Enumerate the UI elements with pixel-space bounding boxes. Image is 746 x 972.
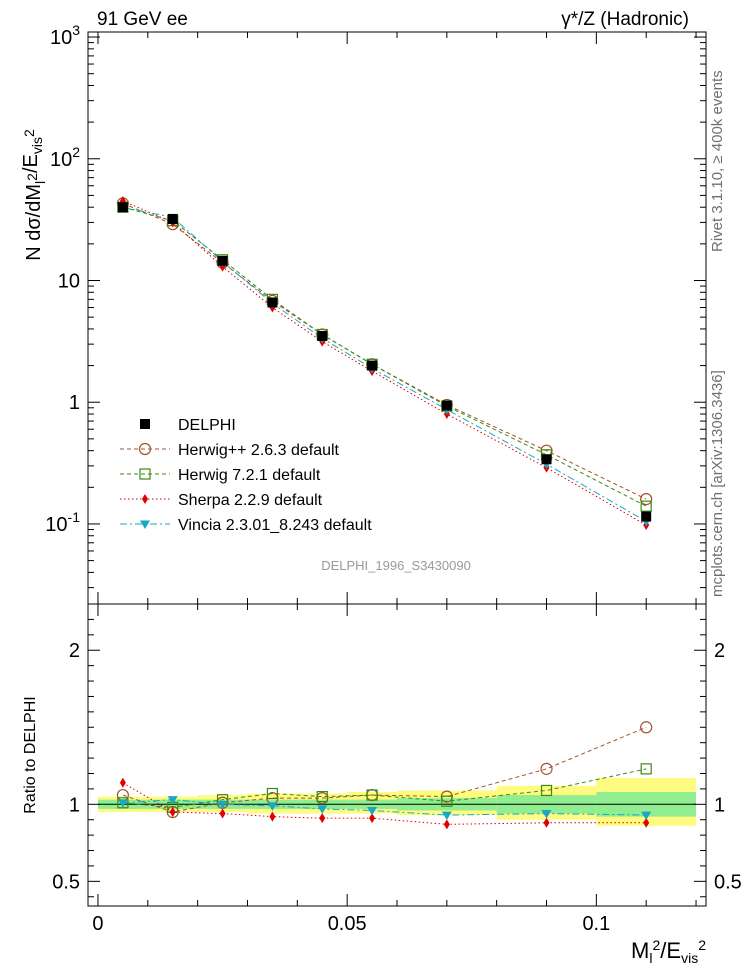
ratio-point [541,810,552,819]
ratio-point [643,817,650,828]
main-y-tick-label: 10-1 [45,509,80,536]
data-point [640,500,652,512]
legend-marker [140,419,150,429]
legend-marker [140,520,150,529]
data-point [317,330,328,341]
legend: DELPHI Herwig++ 2.6.3 default Herwig 7.2.1… [120,417,372,534]
series-line-2 [122,206,647,507]
data-point [441,400,452,411]
ratio-point [119,777,126,788]
x-axis-label: Ml2/Evis2 [631,937,706,966]
main-plot-area [116,195,653,531]
ratio-point [316,791,328,803]
ratio-axes: 0 0.05 0.1 0.5 0.5 1 1 2 2 [52,604,742,935]
main-y-tick-label: 10 [58,270,80,292]
ratio-y-tick-label-right: 0.5 [714,871,742,893]
main-y-tick-label: 103 [50,22,80,49]
ratio-y-tick-label: 2 [69,640,80,662]
ratio-line-0 [122,726,647,813]
series-line-3 [122,200,647,526]
legend-label: Herwig++ 2.6.3 default [178,442,340,459]
data-point [367,360,378,371]
ratio-y-tick-label: 1 [69,794,80,816]
ratio-point [640,763,652,775]
data-point [641,511,652,522]
ratio-point [267,802,278,811]
ratio-point [217,800,228,810]
data-point [217,255,228,266]
ratio-point [540,762,553,775]
header-left: 91 GeV ee [97,9,188,30]
y-axis-label-main: N dσ/dMl2/Evis2 [20,129,48,261]
x-tick-label: 0 [92,913,103,935]
legend-marker [142,494,148,504]
x-tick-label: 0.1 [582,913,610,935]
ratio-point [540,784,553,797]
ratio-y-tick-label: 0.5 [52,871,80,893]
header-right: γ*/Z (Hadronic) [561,9,689,30]
ratio-point [266,787,279,800]
ratio-point [169,807,176,818]
data-point [267,297,278,308]
ratio-point [366,789,378,801]
ratio-point [441,811,452,821]
data-point [117,202,128,213]
ratio-line-1 [122,768,647,808]
ratio-panel: 0 0.05 0.1 0.5 0.5 1 1 2 2 [52,603,742,935]
ratio-point [369,813,376,824]
legend-label: Sherpa 2.2.9 default [178,492,323,509]
ratio-point [269,811,276,822]
main-axes: 10-1 1 10 102 103 [45,22,706,604]
legend-marker [138,442,152,456]
ratio-frame [87,603,707,907]
ratio-point [167,796,178,805]
main-y-tick-label: 1 [69,392,80,414]
legend-label: Herwig 7.2.1 default [178,467,321,484]
ratio-point [640,721,653,734]
ratio-point [319,813,326,824]
data-point [541,454,552,465]
main-panel: 10-1 1 10 102 103 [45,22,707,605]
mcplots-label: mcplots.cern.ch [arXiv:1306.3436] [709,370,726,597]
data-point [167,214,178,225]
y-axis-label-ratio: Ratio to DELPHI [22,696,39,813]
legend-label: DELPHI [178,417,236,434]
analysis-id: DELPHI_1996_S3430090 [321,558,471,573]
ratio-y-tick-label-right: 2 [714,640,725,662]
ratio-y-tick-label-right: 1 [714,794,725,816]
ratio-point [543,817,550,828]
ratio-bands [97,778,697,826]
ratio-point [367,806,378,816]
ratio-point [219,808,226,819]
ratio-plot-area [116,721,653,830]
ratio-point [117,799,128,808]
ratio-point [441,795,453,807]
ratio-point [641,811,652,821]
ratio-point [443,819,450,830]
rivet-label: Rivet 3.1.10, ≥ 400k events [709,70,726,252]
main-y-tick-label: 102 [50,144,80,171]
legend-marker [139,468,151,480]
legend-label: Vincia 2.3.01_8.243 default [178,517,372,534]
x-tick-label: 0.05 [328,913,367,935]
ratio-point [317,805,328,814]
data-point [640,493,653,506]
